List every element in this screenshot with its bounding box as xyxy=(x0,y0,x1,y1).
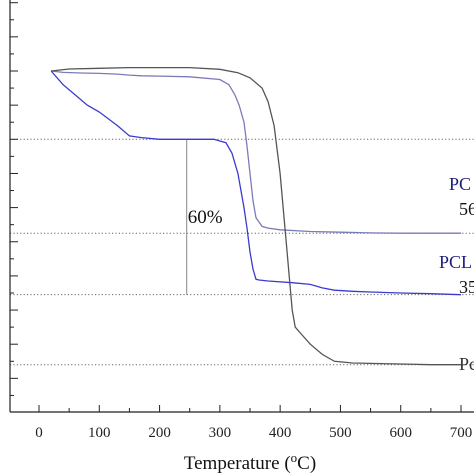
series-lines xyxy=(50,66,462,366)
series-name-label: Pc xyxy=(459,354,474,374)
series-end-value-label: 56 xyxy=(459,199,474,219)
x-tick-label: 400 xyxy=(269,425,292,441)
annotation-label: 60% xyxy=(188,207,223,228)
x-axis-title-sup: o xyxy=(291,450,298,465)
series-name-label: PCL xyxy=(439,252,472,272)
x-axis-title: Temperature (oC) xyxy=(184,450,316,474)
x-tick-label: 300 xyxy=(209,425,232,441)
x-tick-label: 500 xyxy=(329,425,352,441)
series-labels: PC 56 PCL 35 Pc xyxy=(439,174,474,374)
series-line xyxy=(51,66,461,366)
x-tick-label: 200 xyxy=(148,425,171,441)
annotation-group: 60% xyxy=(186,139,223,295)
x-axis-title-tail: C) xyxy=(297,453,316,474)
y-ticks xyxy=(10,2,18,396)
reference-lines xyxy=(10,138,474,366)
axes xyxy=(9,0,474,413)
series-end-value-label: 35 xyxy=(459,277,474,297)
x-tick-label: 0 xyxy=(35,425,43,441)
x-axis-title-main: Temperature ( xyxy=(184,453,291,474)
series-name-label: PC xyxy=(449,174,471,194)
series-line xyxy=(50,70,462,296)
x-ticks: 0 100 200 300 400 500 600 700 xyxy=(35,405,472,441)
series-line xyxy=(51,70,461,234)
x-tick-label: 700 xyxy=(450,425,473,441)
x-tick-label: 100 xyxy=(88,425,111,441)
x-tick-label: 600 xyxy=(389,425,412,441)
